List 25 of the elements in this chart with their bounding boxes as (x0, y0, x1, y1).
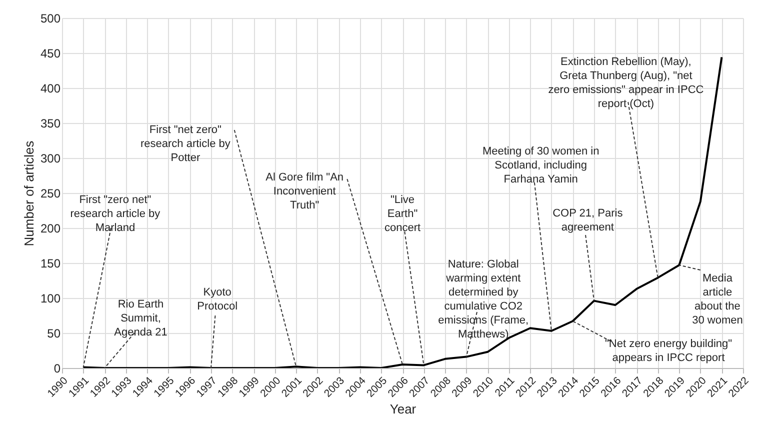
y-tick-label: 500 (40, 12, 61, 26)
y-tick-label: 300 (40, 152, 61, 166)
annotation: First "zero net" research article by Marland (70, 194, 161, 234)
annotation: Al Gore film "An Inconvenient Truth" (266, 172, 344, 212)
y-tick-label: 50 (47, 326, 61, 340)
y-axis-title: Number of articles (21, 140, 36, 246)
annotation: Meeting of 30 women in Scotland, including Farhana Yamin (482, 146, 600, 186)
annotation: COP 21, Paris agreement (552, 207, 624, 234)
annotation: "Live Earth" concert (384, 194, 421, 234)
annotation: "Net zero energy building" appears in IPCC report (604, 338, 732, 364)
y-tick-label: 400 (40, 82, 61, 96)
x-axis-title: Year (390, 401, 417, 416)
y-tick-label: 150 (40, 256, 61, 270)
annotation: Extinction Rebellion (May), Greta Thunberg (Aug), "net zero emissions" appear in IPCC report (Oct) (548, 56, 704, 110)
annotation: First "net zero" research article by Potter (140, 124, 231, 164)
y-tick-label: 450 (40, 46, 61, 60)
annotation: Media article about the 30 women (692, 272, 743, 326)
annotation: Nature: Global warming extent determined by cumulative CO2 emissions (Frame, Matthews) (438, 258, 529, 340)
y-tick-label: 200 (40, 222, 61, 236)
y-tick-label: 350 (40, 116, 61, 130)
annotation: Kyoto Protocol (197, 286, 238, 312)
y-tick-label: 250 (40, 186, 61, 200)
y-tick-label: 100 (40, 292, 61, 306)
annotation: Rio Earth Summit, Agenda 21 (114, 298, 168, 338)
y-tick-label: 0 (54, 362, 61, 376)
